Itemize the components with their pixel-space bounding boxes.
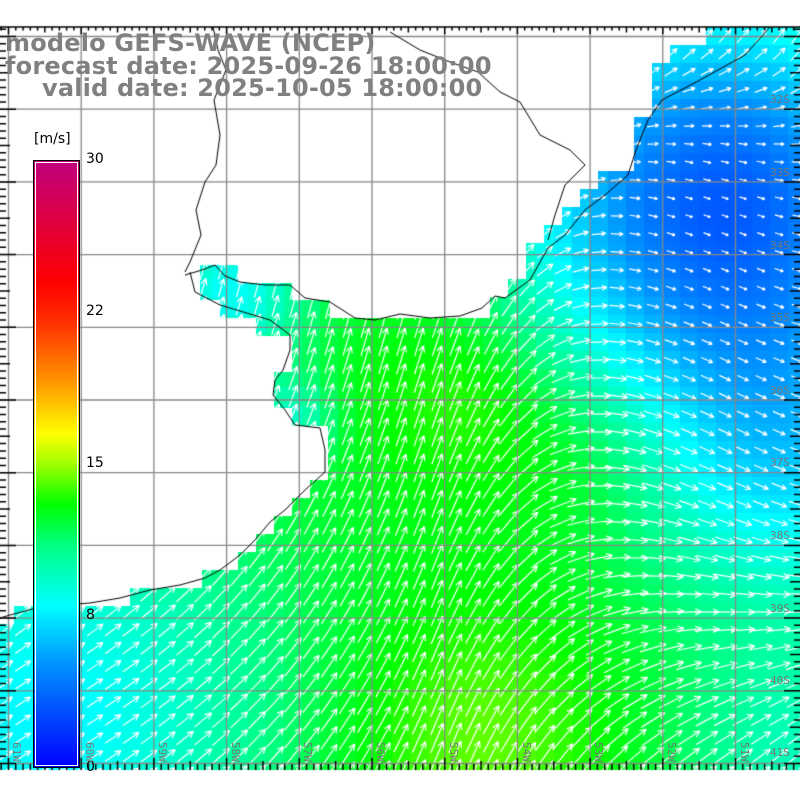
- lat-label: 40S: [770, 674, 790, 687]
- lon-label: 58W: [229, 742, 242, 762]
- lat-label: 32S: [770, 93, 790, 106]
- lat-label: 41S: [770, 746, 790, 759]
- colorbar-tick-15: 15: [86, 455, 104, 471]
- lon-label: 55W: [447, 742, 460, 762]
- lat-label: 36S: [770, 384, 790, 397]
- colorbar-tick-0: 0: [86, 759, 95, 775]
- model-title: modelo GEFS-WAVE (NCEP): [5, 29, 376, 57]
- lat-label: 37S: [770, 456, 790, 469]
- lon-label: 60W: [83, 742, 96, 762]
- colorbar-tick-22: 22: [86, 303, 104, 319]
- colorbar-tick-30: 30: [86, 151, 104, 167]
- lon-label: 52W: [665, 742, 678, 762]
- lat-label: 34S: [770, 239, 790, 252]
- forecast-date: forecast date: 2025-09-26 18:00:00: [5, 52, 492, 80]
- lat-label: 39S: [770, 602, 790, 615]
- colorbar-gradient: [33, 160, 80, 768]
- lon-label: 54W: [520, 742, 533, 762]
- lon-label: 53W: [592, 742, 605, 762]
- lon-label: 59W: [156, 742, 169, 762]
- lat-label: 35S: [770, 311, 790, 324]
- valid-date: valid date: 2025-10-05 18:00:00: [42, 74, 483, 102]
- colorbar-tick-8: 8: [86, 607, 95, 623]
- colorbar-unit: [m/s]: [34, 131, 71, 147]
- lon-label: 51W: [738, 742, 751, 762]
- lon-label: 61W: [10, 742, 23, 762]
- lon-label: 57W: [301, 742, 314, 762]
- lat-label: 33S: [770, 166, 790, 179]
- lon-label: 56W: [374, 742, 387, 762]
- lat-label: 38S: [770, 529, 790, 542]
